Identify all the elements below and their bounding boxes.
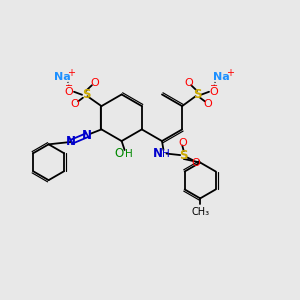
Text: S: S <box>82 88 90 101</box>
Text: O: O <box>64 87 73 97</box>
Text: CH₃: CH₃ <box>191 207 209 217</box>
Text: O: O <box>184 78 193 88</box>
Text: N: N <box>153 147 163 160</box>
Text: O: O <box>210 87 218 97</box>
Text: O: O <box>191 158 200 167</box>
Text: +: + <box>226 68 234 78</box>
Text: N: N <box>82 129 92 142</box>
Text: S: S <box>179 148 188 162</box>
Text: H: H <box>162 148 170 159</box>
Text: O: O <box>71 99 80 109</box>
Text: Na: Na <box>54 72 70 82</box>
Text: −: − <box>65 81 73 91</box>
Text: O: O <box>90 78 99 88</box>
Text: +: + <box>67 68 75 78</box>
Text: N: N <box>66 135 76 148</box>
Text: −: − <box>210 81 218 91</box>
Text: Na: Na <box>213 72 229 82</box>
Text: O: O <box>115 147 124 160</box>
Text: H: H <box>124 148 132 159</box>
Text: O: O <box>203 99 212 109</box>
Text: S: S <box>193 88 201 101</box>
Text: O: O <box>178 137 187 148</box>
